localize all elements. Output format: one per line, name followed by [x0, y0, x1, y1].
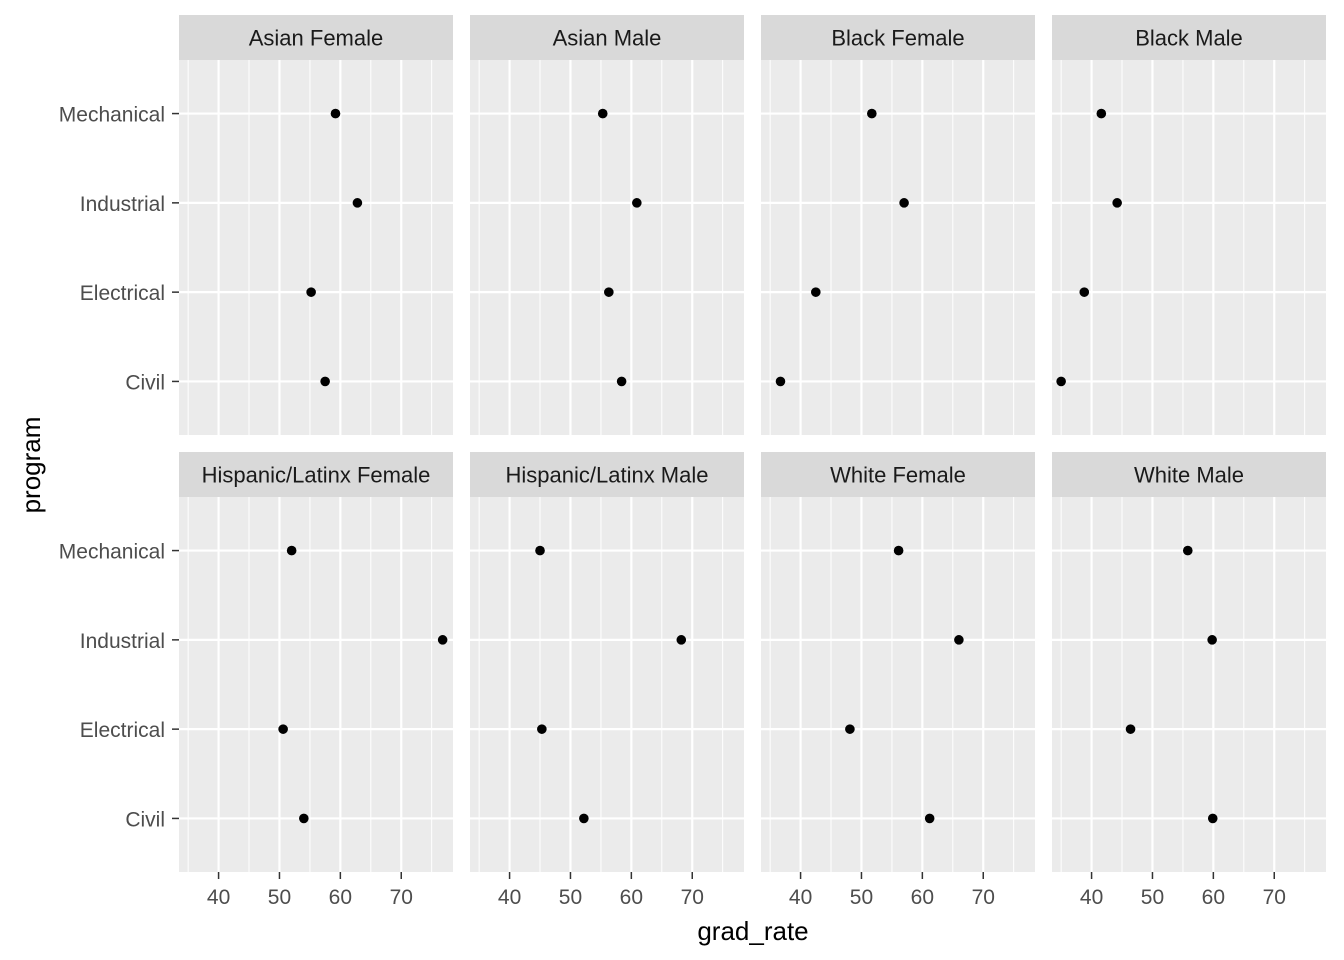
data-point-industrial: [437, 635, 448, 645]
x-tick-label: 70: [972, 886, 995, 909]
data-point-electrical: [845, 724, 855, 734]
data-point-industrial: [676, 635, 687, 645]
strip-label: Hispanic/Latinx Male: [506, 463, 709, 488]
panel-background: [179, 497, 453, 872]
x-tick-label: 60: [911, 886, 934, 909]
x-tick-label: 50: [268, 886, 291, 909]
data-point-electrical: [537, 724, 547, 734]
data-point-industrial: [899, 198, 909, 208]
data-point-electrical: [306, 287, 316, 297]
x-tick-label: 70: [681, 886, 704, 909]
x-tick-label: 40: [789, 886, 812, 909]
data-point-mechanical: [535, 545, 545, 556]
panel-background: [470, 497, 744, 872]
panel-white-female: White Female 40 50 60 70: [761, 452, 1035, 909]
y-tick-label-mechanical: Mechanical: [59, 104, 165, 127]
panel-white-male: White Male 40 50 60 70: [1052, 452, 1326, 909]
data-point-electrical: [278, 724, 288, 734]
data-point-electrical: [1125, 724, 1136, 734]
panel-background: [470, 60, 744, 435]
data-point-civil: [775, 376, 786, 387]
strip-hispanic-latinx-female: [179, 452, 453, 497]
panel-asian-male: Asian Male: [470, 15, 744, 435]
x-tick-label: 70: [390, 886, 413, 909]
data-point-mechanical: [867, 108, 877, 119]
data-point-electrical: [1079, 287, 1090, 297]
x-tick-label: 40: [1080, 886, 1103, 909]
data-point-mechanical: [286, 545, 297, 556]
data-point-civil: [616, 376, 627, 387]
x-tick-label: 50: [559, 886, 582, 909]
x-tick-label: 60: [620, 886, 643, 909]
y-axis-title: program: [16, 417, 46, 514]
data-point-electrical: [604, 287, 614, 297]
x-tick-label: 40: [207, 886, 230, 909]
panel-hispanic-latinx-female: Hispanic/Latinx Female Mechanical Industri…: [59, 452, 453, 909]
data-point-civil: [1056, 376, 1066, 387]
x-tick-label: 60: [1202, 886, 1225, 909]
strip-hispanic-latinx-male: [470, 452, 744, 497]
data-point-industrial: [352, 198, 363, 208]
strip-asian-female: [179, 15, 453, 60]
data-point-civil: [320, 376, 330, 387]
strip-black-male: [1052, 15, 1326, 60]
panel-background: [179, 60, 453, 435]
x-tick-label: 70: [1263, 886, 1286, 909]
strip-white-male: [1052, 452, 1326, 497]
data-point-electrical: [811, 287, 821, 297]
panel-hispanic-latinx-male: Hispanic/Latinx Male 40 50 60 70: [470, 452, 744, 909]
data-point-industrial: [1207, 635, 1217, 645]
strip-label: Hispanic/Latinx Female: [202, 463, 431, 488]
panel-background: [1052, 60, 1326, 435]
data-point-mechanical: [597, 108, 608, 119]
data-point-industrial: [1112, 198, 1122, 208]
data-point-mechanical: [330, 108, 341, 119]
y-tick-label-industrial: Industrial: [80, 193, 165, 216]
strip-asian-male: [470, 15, 744, 60]
data-point-mechanical: [893, 545, 904, 556]
strip-white-female: [761, 452, 1035, 497]
data-point-mechanical: [1182, 545, 1193, 556]
data-point-civil: [299, 813, 309, 824]
panel-background: [761, 60, 1035, 435]
facet-panels: Asian Female Mechanical Industrial Electric…: [59, 15, 1326, 909]
data-point-civil: [924, 813, 935, 824]
data-point-industrial: [954, 635, 964, 645]
data-point-industrial: [632, 198, 642, 208]
y-tick-label-industrial: Industrial: [80, 630, 165, 653]
strip-label: Asian Male: [553, 26, 662, 51]
strip-label: Black Male: [1135, 26, 1243, 51]
panel-asian-female: Asian Female Mechanical Industrial Electric…: [59, 15, 453, 435]
y-tick-label-electrical: Electrical: [80, 719, 165, 742]
x-tick-label: 50: [850, 886, 873, 909]
y-tick-label-civil: Civil: [125, 371, 165, 394]
strip-label: White Female: [830, 463, 966, 488]
panel-background: [1052, 497, 1326, 872]
panel-black-male: Black Male: [1052, 15, 1326, 435]
y-tick-label-civil: Civil: [125, 808, 165, 831]
data-point-civil: [1207, 813, 1218, 824]
x-tick-label: 40: [498, 886, 521, 909]
strip-label: Black Female: [831, 26, 964, 51]
x-tick-label: 60: [329, 886, 352, 909]
panel-black-female: Black Female: [761, 15, 1035, 435]
strip-black-female: [761, 15, 1035, 60]
x-tick-label: 50: [1141, 886, 1164, 909]
strip-label: Asian Female: [249, 26, 384, 51]
y-tick-label-mechanical: Mechanical: [59, 541, 165, 564]
data-point-civil: [579, 813, 589, 824]
panel-background: [761, 497, 1035, 872]
data-point-mechanical: [1096, 108, 1107, 119]
x-axis-title: grad_rate: [697, 916, 808, 946]
y-tick-label-electrical: Electrical: [80, 282, 165, 305]
strip-label: White Male: [1134, 463, 1244, 488]
